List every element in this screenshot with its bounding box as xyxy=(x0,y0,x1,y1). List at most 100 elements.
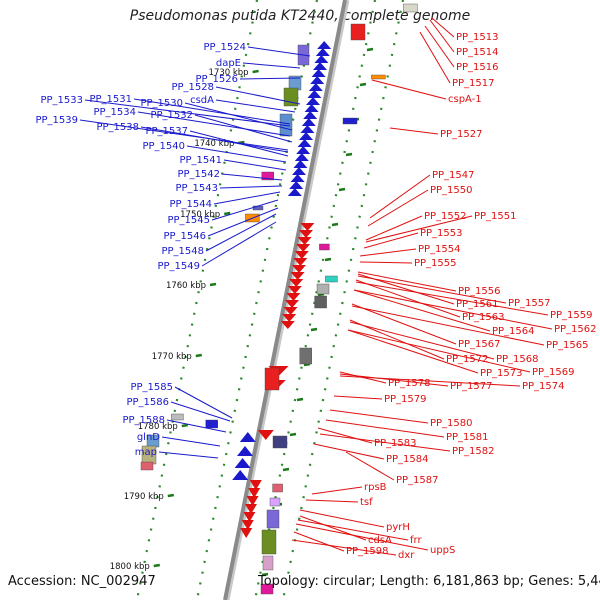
reverse-gene-arrow xyxy=(296,244,311,252)
reverse-gene-label: PP_1557 xyxy=(508,298,551,309)
scale-tick xyxy=(209,282,217,287)
reverse-gene-block xyxy=(272,435,288,449)
reverse-gene-arrow xyxy=(297,237,312,245)
reverse-tick xyxy=(345,152,353,157)
forward-label-leader xyxy=(207,207,279,237)
reverse-gene-label: PP_1551 xyxy=(474,211,517,222)
forward-gene-block xyxy=(261,171,274,181)
reverse-label-leader xyxy=(299,509,385,528)
reverse-gene-block xyxy=(316,283,330,295)
forward-gene-arrow xyxy=(297,139,312,147)
reverse-gene-block xyxy=(272,483,283,493)
forward-gene-block xyxy=(171,413,184,421)
forward-gene-arrow xyxy=(287,188,302,196)
scale-tick-label: 1740 kbp xyxy=(194,139,234,149)
forward-gene-label: PP_1540 xyxy=(142,141,185,152)
reverse-gene-arrow xyxy=(290,272,305,280)
reverse-gene-block xyxy=(299,347,312,365)
reverse-gene-label: PP_1587 xyxy=(396,475,439,486)
scale-tick xyxy=(153,563,161,568)
forward-label-leader xyxy=(215,99,296,113)
forward-gene-arrow xyxy=(311,69,326,77)
reverse-label-leader xyxy=(357,271,457,292)
reverse-gene-label: PP_1553 xyxy=(420,228,463,239)
reverse-gene-arrow xyxy=(285,300,299,308)
forward-gene-arrow xyxy=(303,111,318,119)
forward-gene-arrow xyxy=(310,76,325,84)
reverse-tick xyxy=(324,257,332,262)
reverse-label-leader xyxy=(347,329,479,374)
reverse-gene-arrow xyxy=(292,265,306,273)
reverse-gene-block xyxy=(261,529,277,555)
reverse-gene-label: PP_1565 xyxy=(546,340,589,351)
reverse-gene-label: pyrH xyxy=(386,522,410,533)
forward-gene-arrow xyxy=(304,104,319,112)
reverse-gene-label: PP_1547 xyxy=(432,170,475,181)
reverse-gene-label: PP_1517 xyxy=(452,78,495,89)
reverse-gene-label: PP_1577 xyxy=(450,381,493,392)
reverse-label-leader xyxy=(319,433,451,452)
reverse-gene-arrow xyxy=(299,230,313,238)
forward-gene-label: PP_1531 xyxy=(89,94,132,105)
forward-gene-arrow xyxy=(294,153,309,161)
forward-gene-label: glnD xyxy=(137,432,160,443)
reverse-gene-arrow xyxy=(300,223,315,231)
accession-text: Accession: NC_002947 xyxy=(8,574,156,589)
reverse-gene-label: PP_1574 xyxy=(522,381,565,392)
reverse-label-leader xyxy=(389,127,439,135)
reverse-gene-block xyxy=(342,117,358,125)
reverse-tick xyxy=(296,397,304,402)
reverse-gene-label: PP_1514 xyxy=(456,47,499,58)
forward-gene-arrow xyxy=(289,181,304,189)
reverse-gene-label: PP_1579 xyxy=(384,394,427,405)
forward-gene-arrow xyxy=(234,458,251,468)
forward-label-leader xyxy=(242,62,301,69)
reverse-gene-label: dxr xyxy=(398,550,415,561)
reverse-label-leader xyxy=(329,409,429,424)
reverse-gene-label: PP_1582 xyxy=(452,446,495,457)
forward-gene-label: map xyxy=(135,447,157,458)
reverse-gene-arrow xyxy=(282,314,297,322)
reverse-gene-label: PP_1550 xyxy=(430,185,473,196)
reverse-label-leader xyxy=(325,419,445,438)
reverse-tick xyxy=(331,222,339,227)
reverse-label-leader xyxy=(369,174,431,219)
reverse-gene-arrow xyxy=(240,528,253,538)
reverse-label-leader xyxy=(424,25,455,68)
reverse-tick xyxy=(338,187,346,192)
reverse-label-leader xyxy=(355,279,461,318)
reverse-gene-label: PP_1580 xyxy=(430,418,473,429)
forward-gene-label: PP_1545 xyxy=(167,215,210,226)
reverse-label-leader xyxy=(345,451,395,481)
forward-gene-arrow xyxy=(308,83,323,91)
reverse-gene-label: PP_1555 xyxy=(414,258,457,269)
forward-gene-label: PP_1543 xyxy=(175,183,218,194)
reverse-label-leader xyxy=(365,215,473,243)
reverse-gene-block xyxy=(350,23,366,41)
reverse-gene-label: PP_1564 xyxy=(492,326,535,337)
reverse-gene-arrow xyxy=(245,504,257,514)
reverse-gene-arrow xyxy=(280,321,295,329)
forward-label-leader xyxy=(140,126,289,153)
map-title: Pseudomonas putida KT2440, complete geno… xyxy=(129,8,471,24)
reverse-gene-label: PP_1569 xyxy=(532,367,575,378)
scale-tick-label: 1800 kbp xyxy=(110,562,150,572)
reverse-gene-arrow xyxy=(249,480,262,490)
reverse-gene-label: PP_1573 xyxy=(480,368,523,379)
reverse-label-leader xyxy=(297,519,409,541)
reverse-label-leader xyxy=(317,427,373,444)
forward-gene-arrow xyxy=(313,62,327,70)
forward-label-leader xyxy=(239,77,301,80)
reverse-label-leader xyxy=(355,281,549,316)
reverse-label-leader xyxy=(371,79,447,100)
scale-tick-label: 1760 kbp xyxy=(166,281,206,291)
forward-gene-label: PP_1538 xyxy=(96,122,139,133)
forward-gene-label: PP_1548 xyxy=(161,246,204,257)
forward-label-leader xyxy=(79,119,289,151)
forward-gene-label: PP_1539 xyxy=(35,115,78,126)
forward-gene-label: csdA xyxy=(190,95,214,106)
reverse-label-leader xyxy=(333,395,383,400)
forward-label-leader xyxy=(223,159,287,171)
reverse-gene-label: PP_1572 xyxy=(446,354,489,365)
reverse-label-leader xyxy=(339,375,521,387)
